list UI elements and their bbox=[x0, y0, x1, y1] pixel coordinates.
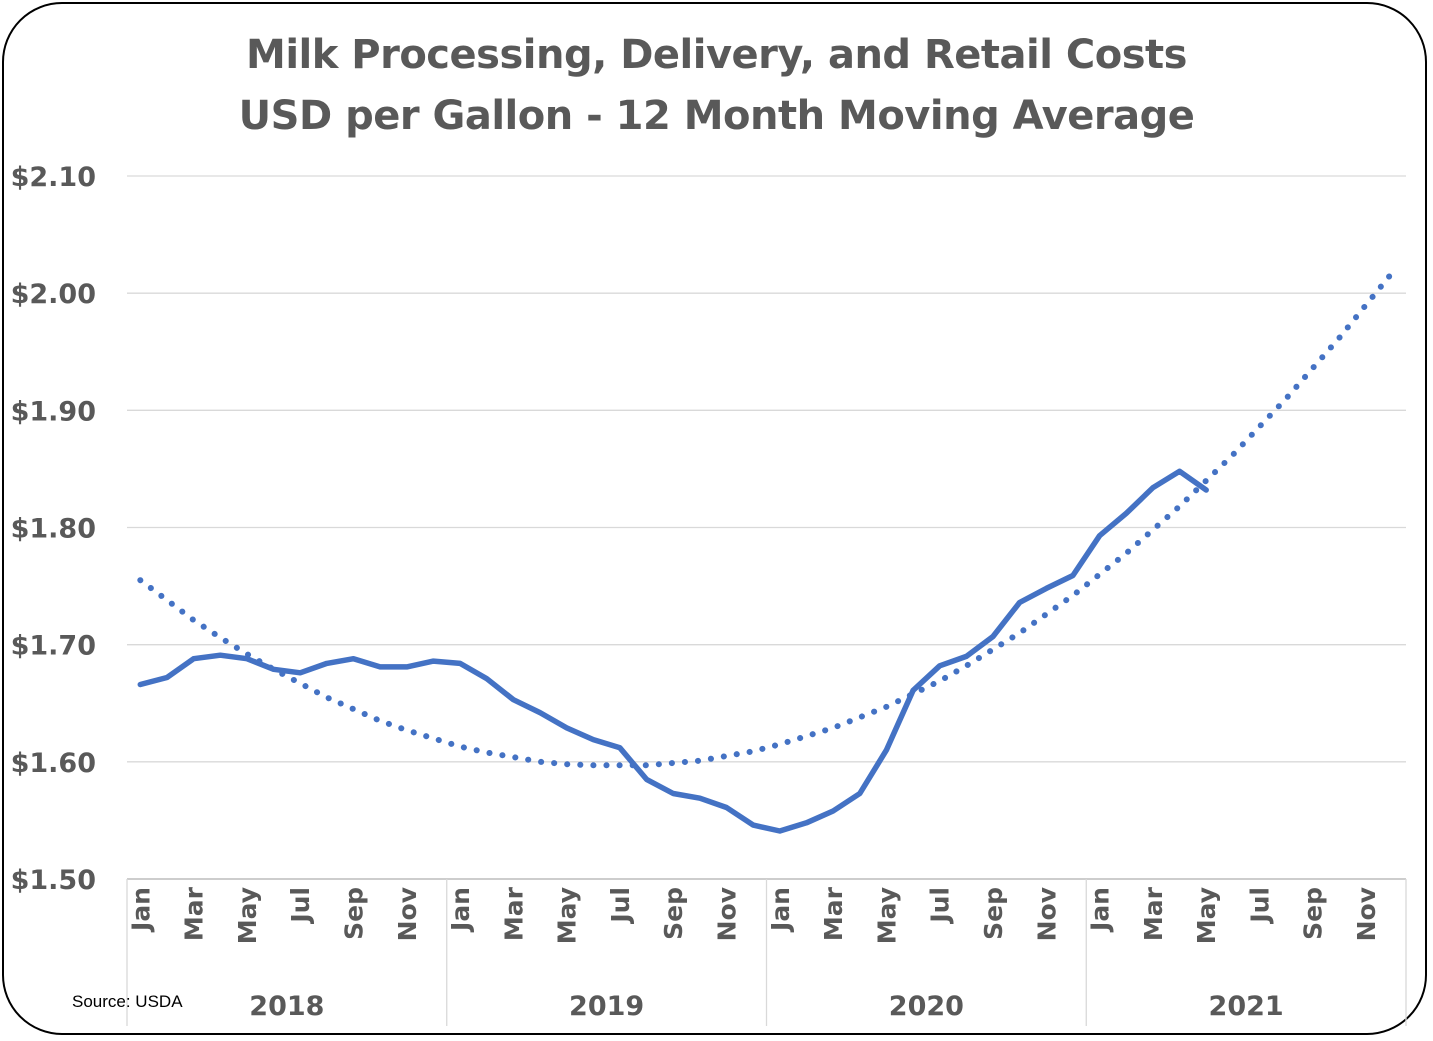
month-label: May bbox=[872, 887, 901, 944]
month-label: Sep bbox=[659, 887, 688, 940]
month-label: Jul bbox=[606, 887, 635, 925]
y-tick-label: $1.80 bbox=[11, 514, 96, 545]
month-label: Jan bbox=[126, 887, 155, 933]
y-tick-label: $2.10 bbox=[11, 162, 96, 193]
month-label: May bbox=[1192, 887, 1221, 944]
cost-series-line bbox=[137, 468, 1209, 834]
y-tick-label: $1.70 bbox=[11, 631, 96, 662]
year-label: 2018 bbox=[249, 991, 324, 1022]
month-label: Nov bbox=[713, 887, 742, 941]
month-label: Nov bbox=[393, 887, 422, 941]
month-label: Nov bbox=[1352, 887, 1381, 941]
month-label: Jul bbox=[286, 887, 315, 925]
month-label: Jan bbox=[766, 887, 795, 933]
month-label: Jan bbox=[446, 887, 475, 933]
month-label: Mar bbox=[180, 886, 209, 941]
month-label: Jul bbox=[926, 887, 955, 925]
year-label: 2019 bbox=[569, 991, 644, 1022]
y-tick-label: $1.60 bbox=[11, 748, 96, 779]
month-label: Sep bbox=[979, 887, 1008, 940]
source-note: Source: USDA bbox=[72, 992, 183, 1011]
year-label: 2020 bbox=[889, 991, 964, 1022]
month-label: Mar bbox=[1139, 886, 1168, 941]
month-label: Jan bbox=[1086, 887, 1115, 933]
chart-title: Milk Processing, Delivery, and Retail Co… bbox=[246, 32, 1187, 78]
month-label: May bbox=[553, 887, 582, 944]
chart-subtitle: USD per Gallon - 12 Month Moving Average bbox=[238, 93, 1195, 139]
y-tick-label: $1.50 bbox=[11, 865, 96, 896]
year-label: 2021 bbox=[1209, 991, 1284, 1022]
month-label: May bbox=[233, 887, 262, 944]
month-label: Mar bbox=[499, 886, 528, 941]
month-label: Nov bbox=[1032, 887, 1061, 941]
y-tick-label: $1.90 bbox=[11, 396, 96, 427]
month-label: Sep bbox=[339, 887, 368, 940]
month-label: Sep bbox=[1299, 887, 1328, 940]
month-label: Jul bbox=[1245, 887, 1274, 925]
y-tick-label: $2.00 bbox=[11, 279, 96, 310]
month-label: Mar bbox=[819, 886, 848, 941]
trendline-series bbox=[137, 269, 1396, 769]
